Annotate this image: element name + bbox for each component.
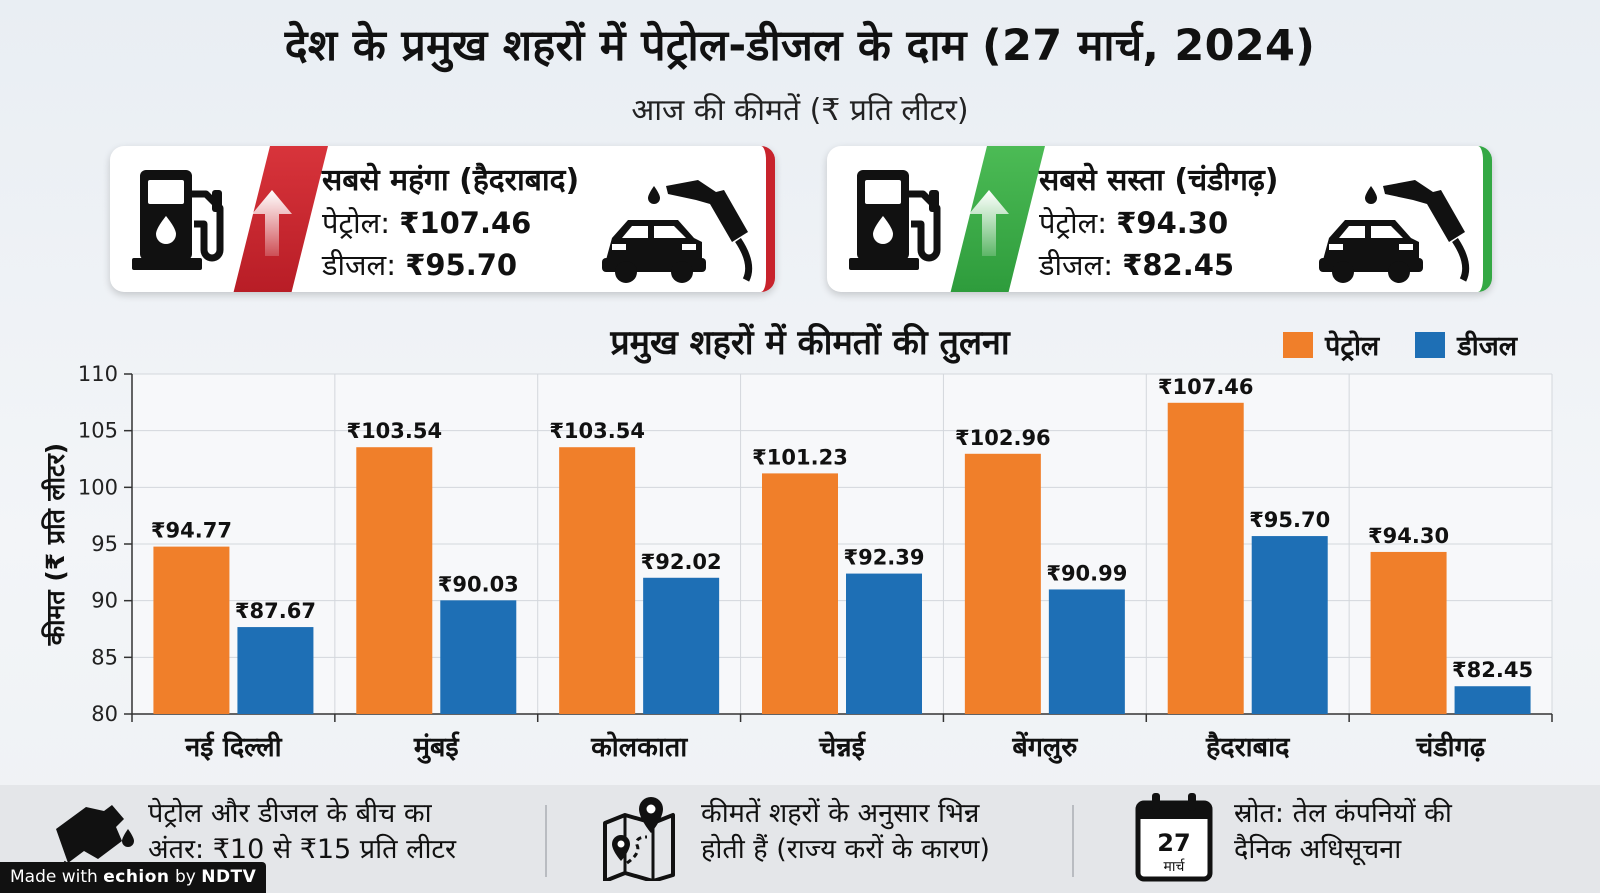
bar-petrol xyxy=(153,546,230,714)
bar-petrol xyxy=(964,453,1041,714)
x-tick-label: नई दिल्ली xyxy=(184,731,282,763)
page-subtitle: आज की कीमतें (₹ प्रति लीटर) xyxy=(631,93,969,128)
bar-diesel xyxy=(237,627,314,714)
footer-item-variation: कीमतें शहरों के अनुसार भिन्न होती हैं (र… xyxy=(547,785,1072,893)
bar-petrol xyxy=(762,473,838,714)
bar-diesel xyxy=(643,577,720,714)
bar-petrol xyxy=(1167,402,1244,714)
arrow-up-icon xyxy=(969,190,1009,256)
legend-item-diesel: डीजल xyxy=(1415,326,1517,363)
bar-diesel xyxy=(846,573,922,714)
x-tick-label: बेंगलुरु xyxy=(1011,731,1078,764)
y-tick-label: 100 xyxy=(78,475,118,499)
data-label-diesel: ₹92.02 xyxy=(641,550,722,574)
y-tick-label: 80 xyxy=(91,702,118,726)
diesel-label: डीजल: xyxy=(1039,248,1123,282)
footer-line-2: दैनिक अधिसूचना xyxy=(1234,834,1402,865)
data-label-diesel: ₹90.99 xyxy=(1046,561,1127,585)
chart-title: प्रमुख शहरों में कीमतों की तुलना xyxy=(610,323,1010,363)
car-fuel-nozzle-icon xyxy=(1319,180,1470,283)
petrol-label: पेट्रोल: xyxy=(322,206,400,240)
bar-diesel xyxy=(1454,686,1531,714)
calendar-month: मार्च xyxy=(1164,858,1186,875)
data-label-petrol: ₹102.96 xyxy=(955,426,1051,450)
bar-petrol xyxy=(1370,551,1447,714)
data-label-petrol: ₹101.23 xyxy=(752,445,848,469)
data-label-diesel: ₹95.70 xyxy=(1249,508,1330,532)
card-heading: सबसे महंगा (हैदराबाद) xyxy=(322,163,580,198)
calendar-icon: 27 मार्च xyxy=(1135,793,1213,882)
arrow-up-icon xyxy=(252,190,292,256)
data-label-diesel: ₹90.03 xyxy=(438,572,519,596)
data-label-diesel: ₹92.39 xyxy=(843,546,924,570)
y-tick-label: 90 xyxy=(91,589,118,613)
bar-petrol xyxy=(559,447,636,714)
chart-legend: पेट्रोल डीजल xyxy=(1283,326,1553,363)
diesel-value: ₹95.70 xyxy=(405,248,518,282)
footer-item-source: 27 मार्च स्रोत: तेल कंपनियों की दैनिक अध… xyxy=(1074,785,1600,893)
petrol-value: ₹107.46 xyxy=(399,206,532,240)
diesel-price-line: डीजल: ₹95.70 xyxy=(322,244,579,286)
calendar-day: 27 xyxy=(1157,829,1190,857)
bar-petrol xyxy=(356,447,433,714)
legend-swatch-diesel xyxy=(1415,331,1446,358)
footer-item-difference: पेट्रोल और डीजल के बीच का अंतर: ₹10 से ₹… xyxy=(0,785,545,893)
diesel-label: डीजल: xyxy=(322,248,406,282)
footer-divider xyxy=(1072,805,1074,877)
petrol-price-line: पेट्रोल: ₹107.46 xyxy=(322,202,579,244)
cheapest-card: सबसे सस्ता (चंडीगढ़) पेट्रोल: ₹94.30 डीज… xyxy=(827,146,1492,292)
footer-line-1: पेट्रोल और डीजल के बीच का xyxy=(148,798,432,829)
footer-divider xyxy=(545,805,547,877)
petrol-price-line: पेट्रोल: ₹94.30 xyxy=(1039,202,1278,244)
legend-label-diesel: डीजल xyxy=(1457,331,1518,362)
legend-swatch-petrol xyxy=(1283,331,1313,358)
fuel-pump-icon xyxy=(849,170,941,270)
made-with-watermark: Made with echion by NDTV xyxy=(0,862,267,893)
watermark-brand: echion xyxy=(103,867,170,887)
map-pin-icon xyxy=(603,797,675,881)
watermark-prefix: Made with xyxy=(10,867,104,887)
x-tick-label: कोलकाता xyxy=(590,731,688,763)
x-tick-label: चेन्नई xyxy=(818,731,867,763)
petrol-value: ₹94.30 xyxy=(1116,206,1229,240)
bar-diesel xyxy=(440,600,517,714)
x-tick-label: मुंबई xyxy=(413,731,461,764)
diesel-value: ₹82.45 xyxy=(1122,248,1235,282)
legend-item-petrol: पेट्रोल xyxy=(1283,326,1379,363)
watermark-by: by xyxy=(169,867,202,887)
price-bar-chart: 80 85 90 95 100 105 110 कीमत (₹ प्रति लीटर) ₹94.… xyxy=(41,362,1553,764)
car-fuel-nozzle-icon xyxy=(602,180,753,283)
data-label-petrol: ₹94.30 xyxy=(1368,524,1449,548)
page-title: देश के प्रमुख शहरों में पेट्रोल-डीजल के … xyxy=(284,21,1316,71)
legend-label-petrol: पेट्रोल xyxy=(1325,331,1380,362)
x-tick-label: चंडीगढ़ xyxy=(1415,731,1487,763)
data-label-petrol: ₹103.54 xyxy=(549,419,645,443)
y-tick-label: 95 xyxy=(91,532,118,556)
petrol-label: पेट्रोल: xyxy=(1039,206,1117,240)
data-label-petrol: ₹94.77 xyxy=(151,519,232,543)
data-label-petrol: ₹103.54 xyxy=(346,419,442,443)
footer-strip: पेट्रोल और डीजल के बीच का अंतर: ₹10 से ₹… xyxy=(0,785,1600,893)
watermark-org: NDTV xyxy=(201,867,257,887)
y-tick-label: 110 xyxy=(78,362,118,386)
footer-line-2: अंतर: ₹10 से ₹15 प्रति लीटर xyxy=(148,834,457,865)
data-label-diesel: ₹87.67 xyxy=(235,599,316,623)
bar-diesel xyxy=(1048,589,1125,714)
most-expensive-card: सबसे महंगा (हैदराबाद) पेट्रोल: ₹107.46 ड… xyxy=(110,146,775,292)
fuel-pump-icon xyxy=(132,170,224,270)
x-tick-label: हैदराबाद xyxy=(1205,731,1291,763)
diesel-price-line: डीजल: ₹82.45 xyxy=(1039,244,1278,286)
bar-diesel xyxy=(1251,536,1328,714)
y-tick-label: 105 xyxy=(78,419,118,443)
data-label-petrol: ₹107.46 xyxy=(1158,375,1254,399)
y-tick-label: 85 xyxy=(91,645,118,669)
footer-line-1: स्रोत: तेल कंपनियों की xyxy=(1234,798,1452,829)
card-heading: सबसे सस्ता (चंडीगढ़) xyxy=(1039,163,1279,198)
footer-line-2: होती हैं (राज्य करों के कारण) xyxy=(701,834,990,865)
y-axis-label: कीमत (₹ प्रति लीटर) xyxy=(41,443,70,646)
footer-line-1: कीमतें शहरों के अनुसार भिन्न xyxy=(701,798,980,829)
data-label-diesel: ₹82.45 xyxy=(1452,658,1533,682)
